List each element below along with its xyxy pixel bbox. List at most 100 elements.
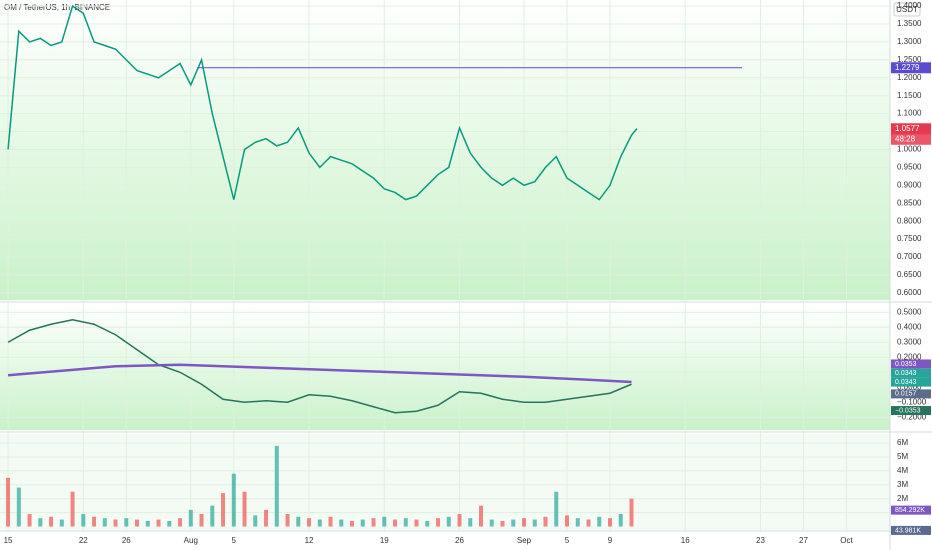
y-tick-label: −0.1000 bbox=[897, 397, 927, 406]
chart-title: OM / TetherUS, 1h, BINANCE bbox=[4, 3, 110, 12]
volume-bar bbox=[479, 505, 484, 527]
x-tick-label: 27 bbox=[799, 536, 808, 545]
volume-bar bbox=[511, 519, 516, 527]
volume-bar bbox=[27, 514, 32, 527]
axis-tag bbox=[891, 368, 931, 378]
x-tick-label: 22 bbox=[79, 536, 88, 545]
volume-bar bbox=[199, 514, 204, 527]
volume-bar bbox=[167, 520, 172, 527]
volume-bar bbox=[274, 445, 279, 527]
oscillator-pane bbox=[0, 304, 890, 430]
x-tick-label: 5 bbox=[565, 536, 570, 545]
y-tick-label: 3M bbox=[897, 480, 908, 489]
volume-bar bbox=[135, 519, 140, 527]
y-tick-label: 1.1500 bbox=[897, 91, 922, 100]
volume-bar bbox=[403, 518, 408, 527]
volume-bar bbox=[70, 491, 75, 527]
volume-bar bbox=[414, 519, 419, 527]
axis-tag bbox=[891, 389, 931, 399]
axis-tag bbox=[891, 123, 931, 135]
x-tick-label: 26 bbox=[122, 536, 131, 545]
unit: USDT bbox=[896, 5, 918, 14]
y-tick-label: 0.6500 bbox=[897, 270, 922, 279]
axis-tag-label: 0.0157 bbox=[895, 391, 917, 398]
volume-bar bbox=[500, 520, 505, 527]
volume-bar bbox=[92, 516, 97, 527]
volume-bar bbox=[307, 518, 312, 527]
axis-tag-label: 0.0353 bbox=[895, 361, 917, 368]
axis-tag-label: 0.0343 bbox=[895, 379, 917, 386]
x-tick-label: Sep bbox=[517, 536, 532, 545]
x-tick-label: Aug bbox=[184, 536, 198, 545]
volume-bar bbox=[339, 519, 344, 527]
volume-bar bbox=[285, 514, 290, 527]
volume-bar bbox=[607, 518, 612, 527]
volume-bar bbox=[156, 519, 161, 527]
y-tick-label: 2M bbox=[897, 494, 908, 503]
volume-bar bbox=[382, 516, 387, 527]
y-tick-label: 0.9500 bbox=[897, 162, 922, 171]
y-tick-label: 0.7000 bbox=[897, 252, 922, 261]
volume-bar bbox=[532, 519, 537, 527]
y-tick-label: 0.8500 bbox=[897, 198, 922, 207]
volume-bar bbox=[446, 516, 451, 527]
x-tick-label: 16 bbox=[681, 536, 690, 545]
volume-bar bbox=[586, 519, 591, 527]
volume-bar bbox=[393, 519, 398, 527]
x-tick-label: 15 bbox=[4, 536, 13, 545]
axis-tag-label: 854.292K bbox=[895, 507, 925, 514]
y-tick-label: 1.1000 bbox=[897, 109, 922, 118]
y-tick-label: 0.5000 bbox=[897, 307, 922, 316]
y-tick-label: 5M bbox=[897, 452, 908, 461]
volume-bar bbox=[360, 519, 365, 527]
volume-bar bbox=[436, 518, 441, 527]
volume-bar bbox=[425, 520, 430, 527]
axis-tag bbox=[891, 406, 931, 416]
y-tick-label: −0.2000 bbox=[897, 412, 927, 421]
volume-bar bbox=[350, 520, 355, 527]
y-tick-label: 0.0000 bbox=[897, 382, 922, 391]
axis-tag-label: 0.0343 bbox=[895, 370, 917, 377]
volume-bar bbox=[124, 518, 129, 527]
volume-bar bbox=[231, 473, 236, 527]
volume-bar bbox=[328, 516, 333, 527]
axis-tag-label: −0.0353 bbox=[895, 407, 921, 414]
countdown: 48:28 bbox=[895, 134, 916, 143]
volume-bar bbox=[242, 491, 247, 527]
y-tick-label: 6M bbox=[897, 438, 908, 447]
volume-bar bbox=[102, 518, 107, 527]
volume-bar bbox=[371, 518, 376, 527]
y-tick-label: 1.2500 bbox=[897, 55, 922, 64]
volume-pane bbox=[0, 434, 890, 530]
volume-bar bbox=[543, 516, 548, 527]
y-tick-label: 0.2000 bbox=[897, 352, 922, 361]
axis-tag bbox=[891, 377, 931, 387]
volume-bar bbox=[178, 518, 183, 527]
axis-tag bbox=[891, 505, 931, 515]
volume-bar bbox=[597, 516, 602, 527]
y-tick-label: 0.3000 bbox=[897, 337, 922, 346]
volume-bar bbox=[113, 519, 118, 527]
volume-bar bbox=[522, 518, 527, 527]
volume-bar bbox=[296, 516, 301, 527]
y-tick-label: 1.3000 bbox=[897, 37, 922, 46]
volume-bar bbox=[188, 509, 193, 527]
y-tick-label: 0.6000 bbox=[897, 288, 922, 297]
x-tick-label: 9 bbox=[608, 536, 613, 545]
y-tick-label: 1.0000 bbox=[897, 145, 922, 154]
x-tick-label: 19 bbox=[380, 536, 389, 545]
axis-tag bbox=[891, 359, 931, 369]
volume-bar bbox=[38, 518, 43, 527]
series-line bbox=[7, 318, 632, 414]
series-line bbox=[7, 363, 632, 384]
volume-bar bbox=[564, 515, 569, 527]
volume-bar bbox=[210, 505, 215, 527]
volume-bar bbox=[468, 518, 473, 527]
axis-tag-label: 43.981K bbox=[895, 527, 921, 534]
y-tick-label: 0.7500 bbox=[897, 234, 922, 243]
volume-bar bbox=[489, 519, 494, 527]
volume-bar bbox=[49, 516, 54, 527]
axis-tag-label: 1.0577 bbox=[895, 124, 920, 133]
volume-bar bbox=[59, 519, 64, 527]
